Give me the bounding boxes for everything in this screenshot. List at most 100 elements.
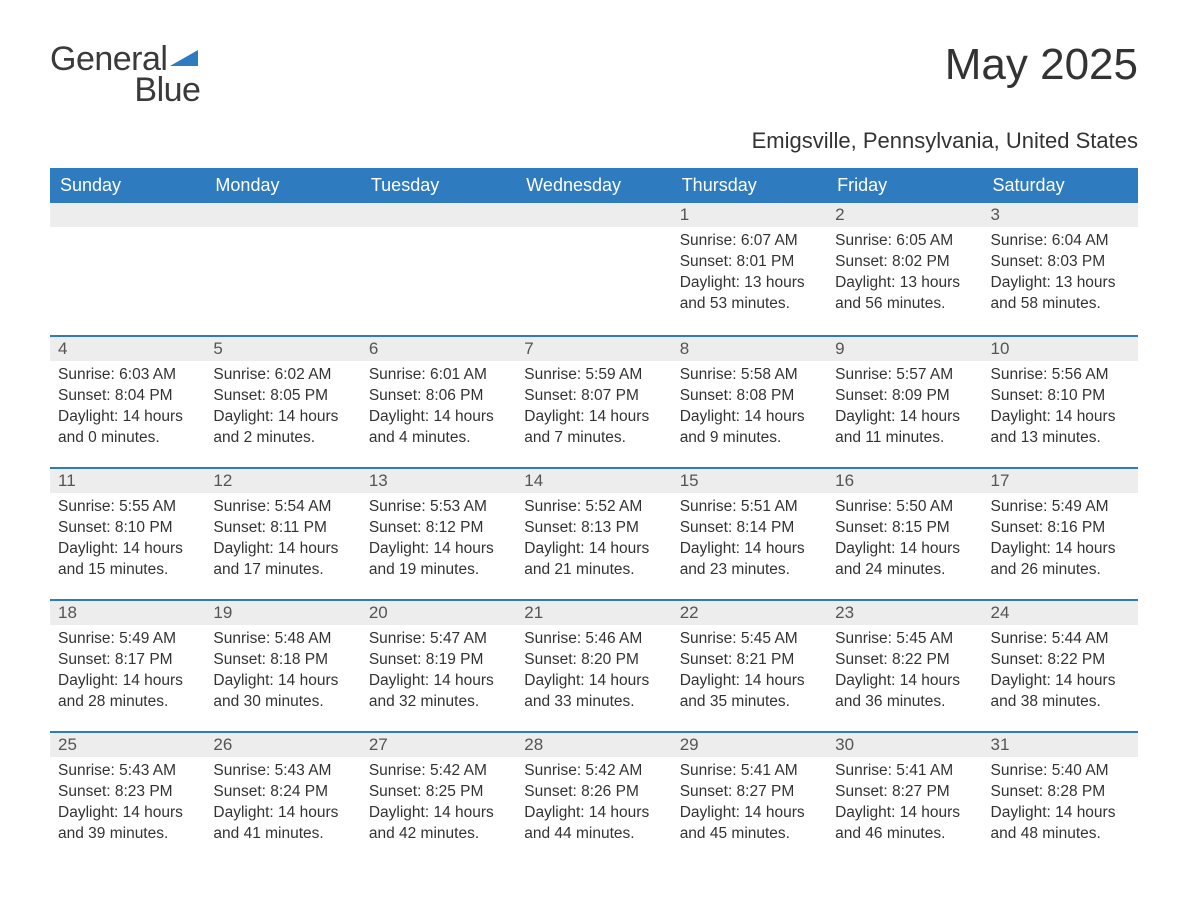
sunset-text: Sunset: 8:25 PM [369, 782, 508, 803]
sunset-text: Sunset: 8:03 PM [991, 252, 1130, 273]
day-number: 14 [516, 467, 671, 493]
daylight-text: Daylight: 14 hours and 39 minutes. [58, 803, 197, 845]
sunrise-text: Sunrise: 5:40 AM [991, 761, 1130, 782]
sunset-text: Sunset: 8:28 PM [991, 782, 1130, 803]
day-details: Sunrise: 6:03 AMSunset: 8:04 PMDaylight:… [50, 361, 205, 457]
daylight-text: Daylight: 14 hours and 13 minutes. [991, 407, 1130, 449]
day-header: Saturday [983, 168, 1138, 203]
day-details: Sunrise: 5:41 AMSunset: 8:27 PMDaylight:… [827, 757, 982, 853]
sunset-text: Sunset: 8:16 PM [991, 518, 1130, 539]
day-details: Sunrise: 5:59 AMSunset: 8:07 PMDaylight:… [516, 361, 671, 457]
sunrise-text: Sunrise: 5:55 AM [58, 497, 197, 518]
day-number: 4 [50, 335, 205, 361]
daylight-text: Daylight: 13 hours and 53 minutes. [680, 273, 819, 315]
day-number: 12 [205, 467, 360, 493]
calendar-day-cell: 7Sunrise: 5:59 AMSunset: 8:07 PMDaylight… [516, 335, 671, 467]
day-details: Sunrise: 6:04 AMSunset: 8:03 PMDaylight:… [983, 227, 1138, 323]
day-details: Sunrise: 5:50 AMSunset: 8:15 PMDaylight:… [827, 493, 982, 589]
daylight-text: Daylight: 14 hours and 26 minutes. [991, 539, 1130, 581]
day-number: 9 [827, 335, 982, 361]
daylight-text: Daylight: 14 hours and 0 minutes. [58, 407, 197, 449]
day-details: Sunrise: 5:56 AMSunset: 8:10 PMDaylight:… [983, 361, 1138, 457]
day-number: 19 [205, 599, 360, 625]
sunset-text: Sunset: 8:13 PM [524, 518, 663, 539]
day-number: 1 [672, 203, 827, 227]
sunset-text: Sunset: 8:15 PM [835, 518, 974, 539]
sunrise-text: Sunrise: 5:56 AM [991, 365, 1130, 386]
day-details: Sunrise: 6:05 AMSunset: 8:02 PMDaylight:… [827, 227, 982, 323]
sunset-text: Sunset: 8:21 PM [680, 650, 819, 671]
daylight-text: Daylight: 14 hours and 30 minutes. [213, 671, 352, 713]
day-header: Monday [205, 168, 360, 203]
calendar-day-cell [50, 203, 205, 335]
sunrise-text: Sunrise: 5:54 AM [213, 497, 352, 518]
sunset-text: Sunset: 8:01 PM [680, 252, 819, 273]
sunrise-text: Sunrise: 5:45 AM [835, 629, 974, 650]
day-number: 2 [827, 203, 982, 227]
calendar-header-row: Sunday Monday Tuesday Wednesday Thursday… [50, 168, 1138, 203]
day-number: 20 [361, 599, 516, 625]
sunrise-text: Sunrise: 5:53 AM [369, 497, 508, 518]
calendar-day-cell: 14Sunrise: 5:52 AMSunset: 8:13 PMDayligh… [516, 467, 671, 599]
day-number: 24 [983, 599, 1138, 625]
daylight-text: Daylight: 14 hours and 42 minutes. [369, 803, 508, 845]
day-number: 13 [361, 467, 516, 493]
day-number: 11 [50, 467, 205, 493]
day-header: Sunday [50, 168, 205, 203]
day-details: Sunrise: 5:40 AMSunset: 8:28 PMDaylight:… [983, 757, 1138, 853]
sunset-text: Sunset: 8:27 PM [835, 782, 974, 803]
sunset-text: Sunset: 8:10 PM [58, 518, 197, 539]
sunrise-text: Sunrise: 5:50 AM [835, 497, 974, 518]
calendar-day-cell: 22Sunrise: 5:45 AMSunset: 8:21 PMDayligh… [672, 599, 827, 731]
day-number: 22 [672, 599, 827, 625]
day-number: 21 [516, 599, 671, 625]
sunset-text: Sunset: 8:12 PM [369, 518, 508, 539]
calendar-week-row: 11 Sunrise: 5:55 AMSunset: 8:10 PM Dayligh… [50, 467, 1138, 599]
calendar-day-cell: 30Sunrise: 5:41 AMSunset: 8:27 PMDayligh… [827, 731, 982, 863]
daylight-text: Daylight: 14 hours and 23 minutes. [680, 539, 819, 581]
day-number-empty [50, 203, 205, 227]
daylight-text: Daylight: 14 hours and 32 minutes. [369, 671, 508, 713]
sunrise-text: Sunrise: 5:48 AM [213, 629, 352, 650]
sunrise-text: Sunrise: 5:43 AM [58, 761, 197, 782]
calendar-day-cell: 29Sunrise: 5:41 AMSunset: 8:27 PMDayligh… [672, 731, 827, 863]
sunrise-text: Sunrise: 5:59 AM [524, 365, 663, 386]
calendar-day-cell: 28Sunrise: 5:42 AMSunset: 8:26 PMDayligh… [516, 731, 671, 863]
day-number: 27 [361, 731, 516, 757]
calendar-day-cell: 6Sunrise: 6:01 AMSunset: 8:06 PMDaylight… [361, 335, 516, 467]
calendar-day-cell: 25Sunrise: 5:43 AMSunset: 8:23 PMDayligh… [50, 731, 205, 863]
calendar-day-cell: 20Sunrise: 5:47 AMSunset: 8:19 PMDayligh… [361, 599, 516, 731]
month-title: May 2025 [945, 40, 1138, 90]
daylight-text: Daylight: 14 hours and 24 minutes. [835, 539, 974, 581]
calendar-day-cell: 18Sunrise: 5:49 AMSunset: 8:17 PMDayligh… [50, 599, 205, 731]
sunset-text: Sunset: 8:10 PM [991, 386, 1130, 407]
calendar-day-cell: 16Sunrise: 5:50 AMSunset: 8:15 PMDayligh… [827, 467, 982, 599]
day-details: Sunrise: 5:42 AMSunset: 8:26 PMDaylight:… [516, 757, 671, 853]
calendar-day-cell: 15Sunrise: 5:51 AMSunset: 8:14 PMDayligh… [672, 467, 827, 599]
location: Emigsville, Pennsylvania, United States [50, 128, 1138, 154]
calendar-day-cell: 31Sunrise: 5:40 AMSunset: 8:28 PMDayligh… [983, 731, 1138, 863]
sunrise-text: Sunrise: 5:49 AM [991, 497, 1130, 518]
daylight-text: Daylight: 14 hours and 41 minutes. [213, 803, 352, 845]
calendar-day-cell: 1 Sunrise: 6:07 AMSunset: 8:01 PMDaylight… [672, 203, 827, 335]
day-details: Sunrise: 5:58 AMSunset: 8:08 PMDaylight:… [672, 361, 827, 457]
daylight-text: Daylight: 13 hours and 56 minutes. [835, 273, 974, 315]
daylight-text: Daylight: 14 hours and 19 minutes. [369, 539, 508, 581]
sunrise-text: Sunrise: 6:01 AM [369, 365, 508, 386]
day-number-empty [361, 203, 516, 227]
sunset-text: Sunset: 8:19 PM [369, 650, 508, 671]
calendar-week-row: 25Sunrise: 5:43 AMSunset: 8:23 PMDayligh… [50, 731, 1138, 863]
day-number-empty [205, 203, 360, 227]
calendar-day-cell: 9Sunrise: 5:57 AMSunset: 8:09 PMDaylight… [827, 335, 982, 467]
sunset-text: Sunset: 8:20 PM [524, 650, 663, 671]
header: General Blue May 2025 [50, 40, 1138, 110]
calendar-day-cell: 10Sunrise: 5:56 AMSunset: 8:10 PMDayligh… [983, 335, 1138, 467]
calendar-day-cell: 23Sunrise: 5:45 AMSunset: 8:22 PMDayligh… [827, 599, 982, 731]
sunrise-text: Sunrise: 5:44 AM [991, 629, 1130, 650]
day-details: Sunrise: 5:46 AMSunset: 8:20 PMDaylight:… [516, 625, 671, 721]
daylight-text: Daylight: 14 hours and 4 minutes. [369, 407, 508, 449]
sunrise-text: Sunrise: 6:07 AM [680, 231, 819, 252]
sunset-text: Sunset: 8:22 PM [991, 650, 1130, 671]
sunrise-text: Sunrise: 5:45 AM [680, 629, 819, 650]
daylight-text: Daylight: 14 hours and 21 minutes. [524, 539, 663, 581]
